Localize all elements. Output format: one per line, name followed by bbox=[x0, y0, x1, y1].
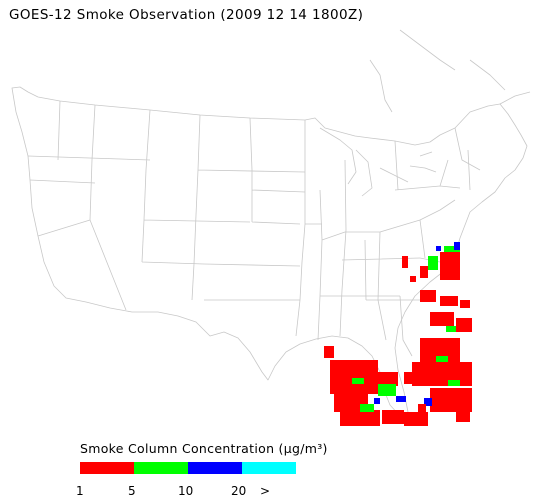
state-lines-east bbox=[366, 127, 481, 357]
great-lakes bbox=[319, 127, 437, 197]
us-boundary-lines bbox=[11, 29, 531, 417]
legend-title: Smoke Column Concentration (μg/m³) bbox=[80, 441, 328, 456]
legend-swatch-green bbox=[134, 462, 188, 474]
state-lines-central bbox=[203, 120, 421, 341]
us-outline bbox=[11, 86, 528, 417]
legend-color-bar bbox=[80, 462, 296, 474]
legend-tick-5: 5 bbox=[128, 484, 136, 498]
legend-swatch-red bbox=[80, 462, 134, 474]
legend-tick-1: 1 bbox=[76, 484, 84, 498]
map-title: GOES-12 Smoke Observation (2009 12 14 18… bbox=[9, 7, 364, 23]
smoke-plume-southeast bbox=[404, 338, 472, 422]
smoke-plume-gulf bbox=[324, 346, 428, 426]
legend-swatch-cyan bbox=[242, 462, 296, 474]
legend-tick-greater: > bbox=[260, 484, 271, 498]
canada-lines bbox=[369, 29, 531, 113]
smoke-plumes bbox=[324, 242, 472, 426]
smoke-plume-carolinas bbox=[420, 290, 472, 332]
state-lines-west bbox=[27, 100, 306, 311]
smoke-plume-mid-atlantic bbox=[402, 242, 460, 282]
legend-swatch-blue bbox=[188, 462, 242, 474]
legend-tick-10: 10 bbox=[178, 484, 194, 498]
legend-tick-20: 20 bbox=[231, 484, 247, 498]
